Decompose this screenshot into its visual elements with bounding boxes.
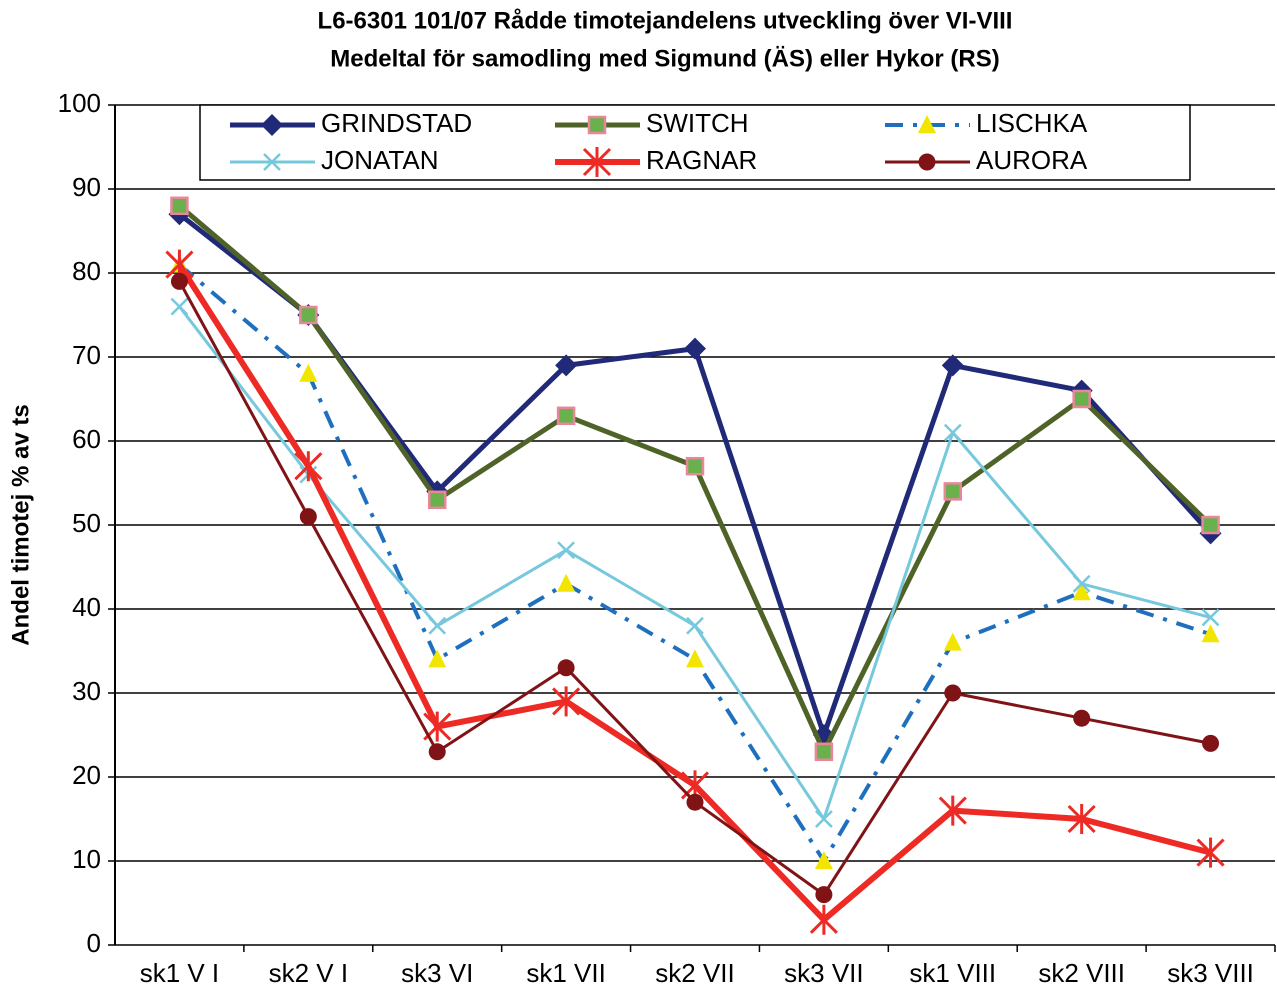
marker [582,147,612,177]
marker [1072,574,1091,593]
chart-subtitle: Medeltal för samodling med Sigmund (ÄS) … [330,45,999,72]
marker [943,423,962,442]
marker [263,153,281,171]
marker [815,810,833,828]
legend-label: JONATAN [321,145,438,175]
y-tick-label: 100 [58,88,101,118]
marker [1072,582,1091,601]
x-tick-label: sk2 VII [655,958,734,988]
legend-entry: GRINDSTAD [230,108,472,138]
marker [555,354,578,377]
legend-entry: AURORA [885,145,1088,175]
chart-title: L6-6301 101/07 Rådde timotejandelens utv… [318,7,1013,34]
x-tick-label: sk2 V I [269,958,348,988]
legend-entry: RAGNAR [555,145,757,177]
marker [428,649,447,668]
x-tick-label: sk3 VII [784,958,863,988]
marker [261,114,283,136]
x-tick-label: sk1 VIII [909,958,996,988]
legend-entry: SWITCH [555,108,749,138]
marker [686,649,704,668]
y-tick-label: 80 [72,256,101,286]
series [170,254,1220,869]
x-tick-label: sk2 VIII [1038,958,1125,988]
marker [1201,608,1220,627]
legend-label: GRINDSTAD [321,108,472,138]
marker [686,793,704,811]
marker [299,363,318,382]
marker [943,482,963,501]
marker [944,684,962,702]
marker [427,490,447,510]
y-tick-label: 30 [72,676,101,706]
marker [938,795,967,826]
legend-box [199,104,1191,181]
marker [1201,515,1220,535]
marker [941,354,964,377]
marker [814,742,834,762]
y-tick-label: 90 [72,172,101,202]
y-tick-label: 60 [72,424,101,454]
marker [1202,734,1220,752]
marker [1196,837,1225,868]
marker [557,541,575,560]
legend-entry: JONATAN [230,145,438,175]
marker [918,115,936,133]
y-tick-label: 0 [87,928,101,958]
marker [684,337,706,360]
marker [918,153,936,171]
series-line [176,262,1212,923]
legend-label: SWITCH [646,108,749,138]
marker [299,305,318,325]
marker [686,616,704,635]
marker [1072,389,1091,409]
y-tick-label: 40 [72,592,101,622]
marker [170,196,189,216]
marker [170,297,189,316]
x-tick-label: sk1 V I [140,958,219,988]
x-tick-label: sk3 VI [401,958,473,988]
marker [1073,709,1091,727]
marker [552,686,581,717]
series [170,297,1220,828]
legend-label: RAGNAR [646,145,757,175]
marker [299,508,317,526]
x-tick-label: sk1 VII [526,958,605,988]
series [170,196,1220,762]
marker [1201,624,1220,643]
series [165,249,1225,935]
y-tick-label: 50 [72,508,101,538]
marker [685,456,705,476]
y-tick-label: 70 [72,340,101,370]
y-tick-label: 20 [72,760,101,790]
marker [428,616,447,635]
x-tick-label: sk3 VIII [1167,958,1254,988]
marker [809,904,838,935]
marker [1067,804,1096,834]
marker [428,743,446,761]
marker [587,115,607,135]
marker [556,406,576,426]
marker [170,272,188,290]
legend-label: LISCHKA [976,108,1088,138]
legend-label: AURORA [976,145,1088,175]
marker [815,886,833,904]
marker [943,632,962,651]
marker [557,659,575,677]
series [170,272,1220,904]
marker [814,851,833,869]
y-axis-label: Andel timotej % av ts [7,404,34,645]
legend: GRINDSTAD SWITCH LISCHKA JONATAN RAGNAR AUROR… [199,104,1191,181]
series-line [177,203,1213,755]
marker [294,451,323,482]
legend-entry: LISCHKA [885,108,1088,138]
marker [557,573,576,592]
y-tick-label: 10 [72,844,101,874]
